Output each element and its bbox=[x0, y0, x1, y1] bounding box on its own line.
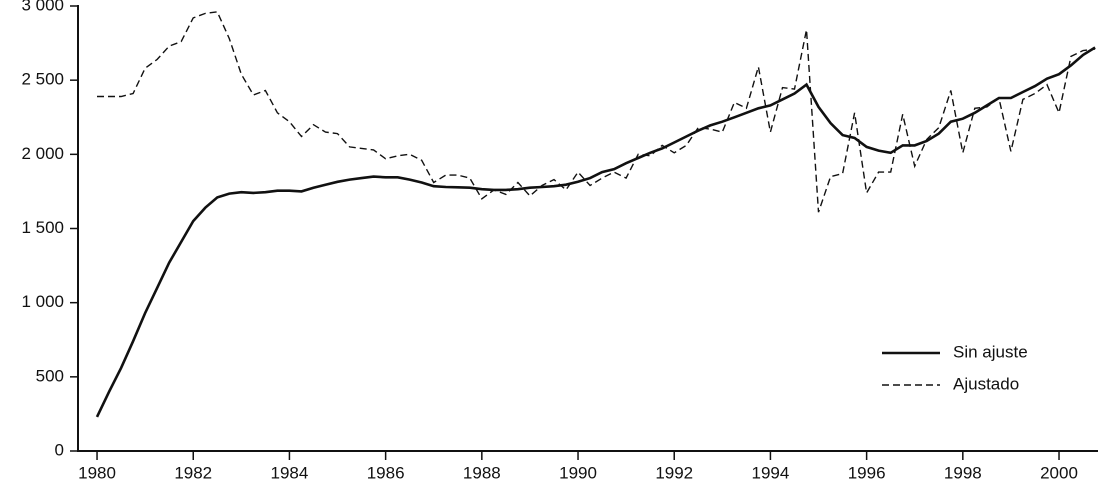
y-tick-label: 1 000 bbox=[21, 292, 64, 311]
x-tick-label: 1986 bbox=[367, 463, 405, 482]
x-tick-label: 2000 bbox=[1040, 463, 1078, 482]
series-line bbox=[95, 46, 1096, 418]
y-tick-label: 2 500 bbox=[21, 70, 64, 89]
x-tick-label: 1998 bbox=[944, 463, 982, 482]
y-tick-label: 500 bbox=[36, 366, 64, 385]
y-tick-label: 1 500 bbox=[21, 218, 64, 237]
y-tick-label: 2 000 bbox=[21, 144, 64, 163]
y-tick-label: 3 000 bbox=[21, 0, 64, 14]
x-tick-label: 1992 bbox=[655, 463, 693, 482]
y-tick-label: 0 bbox=[55, 440, 64, 459]
legend-label: Sin ajuste bbox=[953, 342, 1028, 361]
x-tick-label: 1980 bbox=[78, 463, 116, 482]
x-tick-label: 1982 bbox=[174, 463, 212, 482]
x-tick-label: 1994 bbox=[752, 463, 790, 482]
x-tick-label: 1984 bbox=[271, 463, 309, 482]
x-tick-label: 1990 bbox=[559, 463, 597, 482]
x-tick-label: 1988 bbox=[463, 463, 501, 482]
legend-label: Ajustado bbox=[953, 374, 1019, 393]
x-tick-label: 1996 bbox=[848, 463, 886, 482]
series-line bbox=[97, 11, 1096, 213]
